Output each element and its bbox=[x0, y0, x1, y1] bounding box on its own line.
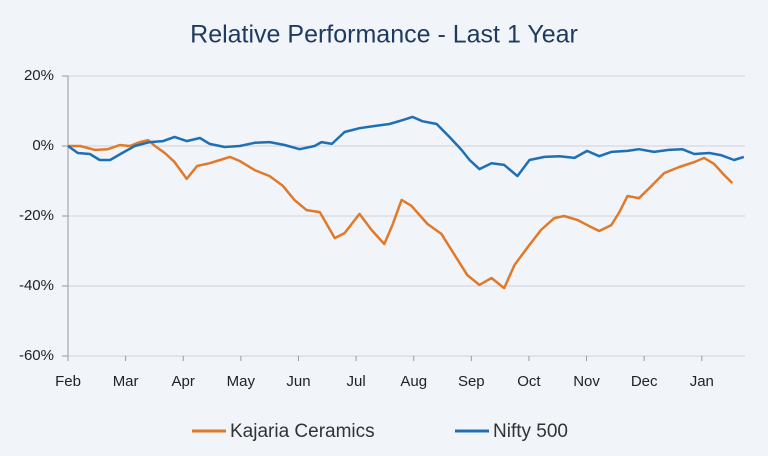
legend-label: Kajaria Ceramics bbox=[230, 421, 375, 442]
x-tick-label: Dec bbox=[631, 373, 658, 390]
y-tick-label: -20% bbox=[19, 207, 54, 224]
x-tick-label: Oct bbox=[517, 373, 541, 390]
x-tick-label: May bbox=[227, 373, 256, 390]
x-tick-label: Nov bbox=[573, 373, 600, 390]
x-tick-label: Jul bbox=[346, 373, 365, 390]
y-tick-label: -40% bbox=[19, 277, 54, 294]
x-tick-label: Apr bbox=[172, 373, 195, 390]
y-tick-label: 20% bbox=[24, 67, 54, 84]
x-tick-label: Jun bbox=[286, 373, 310, 390]
series-line bbox=[68, 138, 734, 290]
x-tick-label: Mar bbox=[113, 373, 139, 390]
x-tick-label: Sep bbox=[458, 373, 485, 390]
legend-label: Nifty 500 bbox=[493, 421, 568, 442]
x-tick-label: Jan bbox=[690, 373, 714, 390]
x-tick-label: Aug bbox=[400, 373, 427, 390]
x-tick-label: Feb bbox=[55, 373, 81, 390]
y-tick-label: -60% bbox=[19, 347, 54, 364]
chart-title: Relative Performance - Last 1 Year bbox=[190, 21, 578, 49]
y-tick-label: 0% bbox=[32, 137, 54, 154]
series-line bbox=[67, 115, 745, 178]
